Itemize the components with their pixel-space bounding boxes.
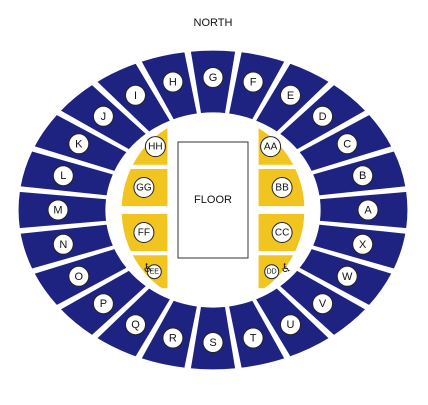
- section-p-label: P: [100, 298, 107, 310]
- section-t-badge: [242, 327, 264, 349]
- section-r-label: R: [169, 333, 177, 345]
- north-label: NORTH: [194, 17, 233, 29]
- upper-ring: G F E D C B A X W V U T S R Q P O N M L K J I H: [17, 49, 409, 371]
- section-u-label: U: [287, 319, 295, 331]
- section-g-badge: [202, 67, 224, 88]
- section-q-label: Q: [131, 319, 140, 331]
- section-i-label: I: [134, 90, 137, 102]
- section-v-label: V: [319, 298, 327, 310]
- section-e-badge: [280, 84, 301, 106]
- section-ee-badge: [146, 264, 162, 280]
- section-hh-label: HH: [148, 142, 162, 153]
- section-c-badge: [336, 133, 358, 155]
- section-aa-badge: [260, 136, 282, 158]
- section-s-label: S: [209, 337, 216, 349]
- section-h-label: H: [169, 77, 177, 89]
- section-ff-label: FF: [138, 228, 150, 239]
- lower-west-sections: HH GG FF EE: [120, 127, 169, 290]
- section-j-badge: [92, 105, 114, 127]
- wheelchair-icon: ♿: [143, 261, 154, 275]
- lower-east-sections: AA BB CC DD: [257, 127, 306, 290]
- section-j-label: J: [101, 111, 107, 123]
- section-g-label: G: [209, 72, 218, 84]
- section-x-label: X: [359, 239, 367, 251]
- section-p-badge: [92, 293, 114, 315]
- wheelchair-icon: ♿: [281, 261, 292, 275]
- section-a-label: A: [364, 205, 372, 217]
- section-f-label: F: [250, 77, 257, 89]
- section-s-badge: [202, 332, 224, 353]
- section-t-label: T: [250, 333, 257, 345]
- section-b-badge: [352, 165, 374, 187]
- section-h-badge: [162, 71, 184, 93]
- section-l-badge: [52, 165, 74, 187]
- section-gg-badge: [133, 177, 155, 198]
- section-k-badge: [68, 133, 90, 155]
- section-bb-badge: [271, 177, 293, 198]
- section-dd-badge: [264, 264, 280, 280]
- section-f-badge: [242, 71, 264, 93]
- section-w-badge: [336, 265, 358, 287]
- section-hh-badge: [144, 136, 166, 158]
- section-n-badge: [52, 233, 74, 255]
- section-w-label: W: [342, 271, 353, 283]
- section-cc-badge: [271, 222, 293, 243]
- section-b-label: B: [359, 170, 366, 182]
- floor-label: FLOOR: [194, 194, 232, 206]
- section-q-badge: [125, 314, 146, 336]
- section-a-badge: [357, 199, 379, 221]
- section-k-label: K: [75, 138, 83, 150]
- section-n-label: N: [59, 239, 67, 251]
- section-m-label: M: [53, 205, 62, 217]
- section-i-badge: [125, 84, 146, 106]
- section-l-label: L: [60, 170, 66, 182]
- section-o-label: O: [75, 271, 84, 283]
- section-bb-label: BB: [275, 183, 289, 194]
- section-o-badge: [68, 265, 90, 287]
- section-r-badge: [162, 327, 184, 349]
- floor: [177, 141, 249, 259]
- section-e-label: E: [287, 90, 294, 102]
- section-u-badge: [280, 314, 301, 336]
- section-ff-badge: [133, 222, 155, 243]
- section-x-badge: [352, 233, 374, 255]
- section-gg-label: GG: [136, 183, 152, 194]
- section-aa-label: AA: [264, 142, 278, 153]
- section-v-badge: [312, 293, 334, 315]
- section-cc-label: CC: [275, 228, 289, 239]
- section-c-label: C: [343, 138, 351, 150]
- section-d-badge: [312, 105, 334, 127]
- section-m-badge: [47, 199, 69, 221]
- section-d-label: D: [319, 111, 327, 123]
- section-ee-label: EE: [150, 269, 160, 276]
- section-dd-label: DD: [267, 269, 277, 276]
